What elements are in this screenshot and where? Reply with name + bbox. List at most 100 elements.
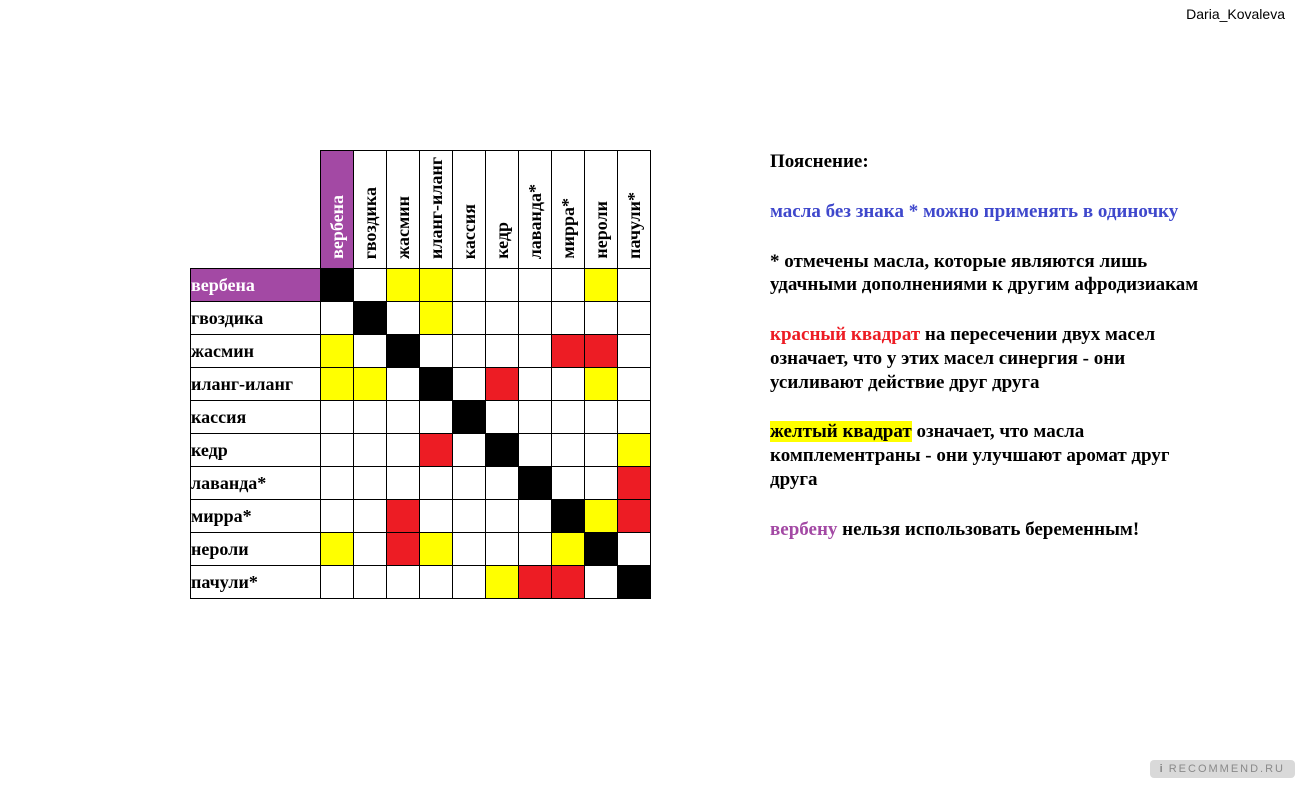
matrix-cell [585,434,618,467]
matrix-cell [420,434,453,467]
col-header: мирра* [552,151,585,269]
col-header: кассия [453,151,486,269]
matrix-cell [486,302,519,335]
matrix-cell [585,500,618,533]
matrix-cell [486,566,519,599]
matrix-cell [420,302,453,335]
explanation-p3: красный квадрат на пересечении двух масе… [770,323,1220,394]
matrix-cell [387,401,420,434]
matrix-cell [585,269,618,302]
matrix-cell [321,434,354,467]
matrix-cell [486,533,519,566]
matrix-cell [552,368,585,401]
matrix-cell [453,566,486,599]
matrix-cell [387,533,420,566]
explanation-p2: * отмечены масла, которые являются лишь … [770,250,1220,298]
matrix-cell [552,533,585,566]
row-header: пачули* [191,566,321,599]
matrix-cell [618,566,651,599]
matrix-cell [519,434,552,467]
matrix-cell [585,368,618,401]
row-header: кассия [191,401,321,434]
matrix-cell [552,434,585,467]
row-header: мирра* [191,500,321,533]
matrix-cell [618,401,651,434]
watermark-bottom-i: i [1160,763,1165,775]
col-header: гвоздика [354,151,387,269]
p5-rest: нельзя использовать беременным! [837,519,1139,540]
matrix-cell [354,566,387,599]
matrix-cell [387,269,420,302]
matrix-cell [486,335,519,368]
matrix-cell [387,467,420,500]
matrix-cell [321,302,354,335]
watermark-top: Daria_Kovaleva [1186,6,1285,22]
row-header: вербена [191,269,321,302]
matrix-cell [420,368,453,401]
row-header: жасмин [191,335,321,368]
matrix-cell [387,434,420,467]
matrix-cell [387,500,420,533]
matrix-cell [552,566,585,599]
matrix-cell [618,368,651,401]
watermark-bottom-text: RECOMMEND.RU [1169,763,1285,775]
matrix-cell [420,401,453,434]
matrix-cell [354,533,387,566]
compatibility-matrix: вербенагвоздикажасминиланг-илангкассияке… [190,150,651,599]
matrix-cell [453,401,486,434]
matrix-cell [420,533,453,566]
explanation-p4: желтый квадрат означает, что масла компл… [770,420,1220,491]
matrix-table: вербенагвоздикажасминиланг-илангкассияке… [190,150,651,599]
col-header: пачули* [618,151,651,269]
row-header: иланг-иланг [191,368,321,401]
col-header: жасмин [387,151,420,269]
matrix-cell [585,467,618,500]
matrix-cell [552,335,585,368]
matrix-cell [486,500,519,533]
matrix-cell [420,335,453,368]
explanation-panel: Пояснение: масла без знака * можно приме… [770,150,1220,567]
row-header: кедр [191,434,321,467]
matrix-cell [585,533,618,566]
explanation-title: Пояснение: [770,150,1220,174]
matrix-cell [453,467,486,500]
matrix-cell [354,500,387,533]
matrix-cell [519,335,552,368]
matrix-cell [420,467,453,500]
matrix-cell [486,467,519,500]
col-header: вербена [321,151,354,269]
matrix-cell [552,401,585,434]
matrix-cell [453,269,486,302]
matrix-cell [354,335,387,368]
matrix-cell [387,566,420,599]
matrix-cell [519,269,552,302]
matrix-cell [354,434,387,467]
matrix-corner [191,151,321,269]
row-header: лаванда* [191,467,321,500]
matrix-cell [453,434,486,467]
matrix-cell [618,500,651,533]
matrix-cell [552,467,585,500]
matrix-cell [453,500,486,533]
matrix-cell [552,269,585,302]
matrix-cell [618,467,651,500]
matrix-cell [354,368,387,401]
p4-yellow-square-label: желтый квадрат [770,421,912,442]
matrix-cell [486,269,519,302]
watermark-bottom: i RECOMMEND.RU [1150,760,1295,778]
col-header: иланг-иланг [420,151,453,269]
matrix-cell [552,302,585,335]
matrix-cell [321,368,354,401]
matrix-cell [585,401,618,434]
matrix-cell [321,335,354,368]
matrix-cell [453,368,486,401]
matrix-cell [387,368,420,401]
matrix-cell [354,401,387,434]
matrix-cell [354,467,387,500]
p3-red-square-label: красный квадрат [770,324,920,345]
matrix-cell [585,566,618,599]
matrix-cell [486,368,519,401]
matrix-cell [420,566,453,599]
matrix-cell [321,500,354,533]
matrix-cell [618,335,651,368]
